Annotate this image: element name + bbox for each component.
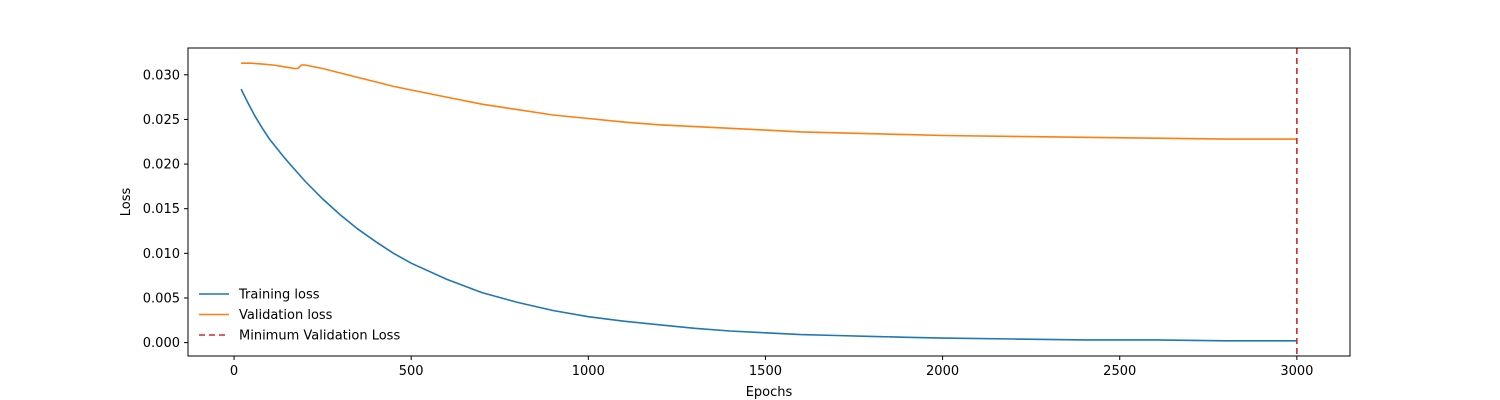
legend-label: Minimum Validation Loss (239, 329, 400, 344)
x-axis-label: Epochs (746, 385, 793, 400)
legend-item-minimum-validation-loss: Minimum Validation Loss (199, 329, 400, 344)
axes-frame (187, 47, 1351, 357)
x-tick-label: 2000 (926, 364, 959, 379)
y-tick-label: 0.020 (143, 158, 180, 173)
y-axis: 0.000 0.005 0.010 0.015 0.020 0.025 0.030 (143, 68, 188, 351)
y-tick-label: 0.000 (143, 336, 180, 351)
x-tick-label: 1000 (572, 364, 605, 379)
plot-area (240, 48, 1298, 356)
x-tick-label: 3000 (1280, 364, 1313, 379)
legend-item-validation-loss: Validation loss (199, 308, 333, 323)
x-tick-label: 1500 (749, 364, 782, 379)
legend: Training loss Validation loss Minimum Vali… (199, 288, 400, 344)
x-tick-label: 500 (399, 364, 424, 379)
legend-label: Training loss (238, 288, 320, 303)
series-line-training-loss (240, 88, 1297, 342)
y-tick-label: 0.010 (143, 247, 180, 262)
x-tick-label: 0 (230, 364, 238, 379)
x-axis: 0 500 1000 1500 2000 2500 3000 (230, 356, 1313, 379)
legend-item-training-loss: Training loss (199, 288, 320, 303)
y-tick-label: 0.005 (143, 291, 180, 306)
series-line-validation-loss (241, 62, 1297, 140)
y-axis-label: Loss (119, 188, 134, 217)
y-tick-label: 0.030 (143, 68, 180, 83)
y-tick-label: 0.025 (143, 113, 180, 128)
legend-label: Validation loss (239, 308, 333, 323)
x-tick-label: 2500 (1103, 364, 1136, 379)
y-tick-label: 0.015 (143, 202, 180, 217)
